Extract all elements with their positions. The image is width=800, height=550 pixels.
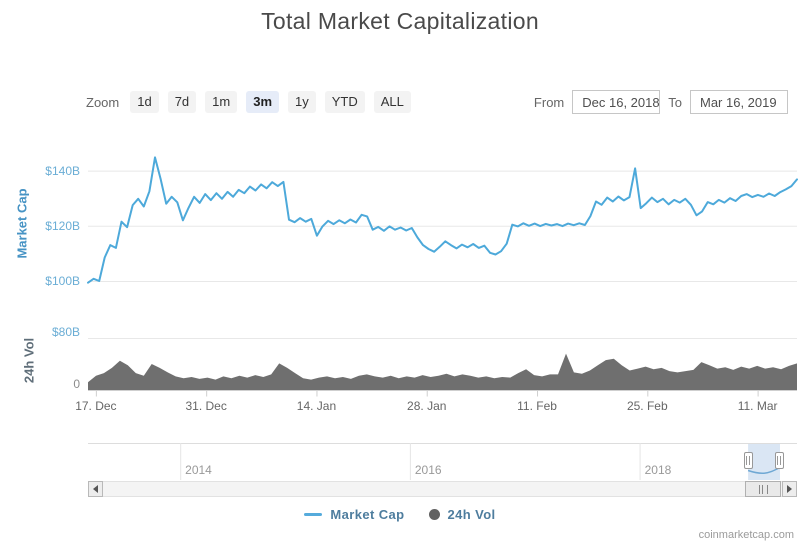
zoom-button-1y[interactable]: 1y <box>288 91 316 113</box>
zoom-button-ytd[interactable]: YTD <box>324 91 365 113</box>
y-tick-label: $100B <box>45 274 80 288</box>
to-date-input[interactable] <box>690 90 788 114</box>
scrollbar-right-arrow[interactable] <box>782 481 797 497</box>
x-tick-label: 11. Feb <box>517 399 557 413</box>
y-tick-label: $120B <box>45 218 80 233</box>
navigator-year-label: 2018 <box>644 463 672 477</box>
zoom-button-1d[interactable]: 1d <box>130 91 159 113</box>
right-arrow-icon <box>787 485 792 493</box>
navigator-year-label: 2016 <box>414 463 442 477</box>
line-marker-icon <box>304 513 323 516</box>
legend-item-24h-vol[interactable]: 24h Vol <box>428 507 496 522</box>
zoom-button-3m[interactable]: 3m <box>246 91 280 113</box>
scrollbar-left-arrow[interactable] <box>88 481 103 497</box>
navigator-right-handle[interactable] <box>775 452 785 469</box>
scrollbar-track[interactable] <box>88 481 797 497</box>
left-arrow-icon <box>93 485 98 493</box>
zoom-label: Zoom <box>86 94 120 110</box>
scrollbar-thumb[interactable] <box>745 481 781 497</box>
legend: Market Cap 24h Vol <box>0 507 800 522</box>
volume-series[interactable] <box>88 353 797 390</box>
x-tick-label: 11. Mar <box>737 399 778 413</box>
from-date-input[interactable] <box>572 90 661 114</box>
y-tick-label: $80B <box>51 325 80 339</box>
watermark: coinmarketcap.com <box>698 529 794 541</box>
yaxis-title-24h-vol: 24h Vol <box>21 337 37 384</box>
legend-item-label: 24h Vol <box>447 507 496 522</box>
page-title: Total Market Capitalization <box>261 8 539 34</box>
from-label: From <box>533 94 565 110</box>
zoom-buttons: 1d 7d 1m 3m 1y YTD ALL <box>130 91 411 113</box>
navigator-selection-mask[interactable] <box>748 444 780 480</box>
x-tick-label: 28. Jan <box>407 399 447 413</box>
navigator-series-line <box>747 466 781 475</box>
zoom-button-1m[interactable]: 1m <box>205 91 238 113</box>
to-label: To <box>668 94 682 110</box>
legend-item-market-cap[interactable]: Market Cap <box>304 507 404 522</box>
navigator-year-label: 2014 <box>185 463 212 477</box>
x-tick-label: 25. Feb <box>626 399 668 413</box>
x-tick-label: 17. Dec <box>75 399 117 413</box>
zoom-button-all[interactable]: ALL <box>373 91 411 113</box>
zoom-button-group: Zoom 1d 7d 1m 3m 1y YTD ALL <box>86 91 411 113</box>
y-tick-label: $140B <box>45 163 80 178</box>
date-range-group: From To <box>534 90 788 114</box>
thumb-grip-icon <box>758 484 768 494</box>
toolbar: Zoom 1d 7d 1m 3m 1y YTD ALL From To <box>86 90 788 114</box>
y-tick-label: 0 <box>73 377 80 391</box>
legend-item-label: Market Cap <box>330 507 405 522</box>
x-tick-label: 31. Dec <box>185 399 227 413</box>
market-cap-line-series[interactable] <box>87 156 798 284</box>
circle-marker-icon <box>428 509 440 520</box>
yaxis-title-market-cap: Market Cap <box>14 188 30 259</box>
navigator-left-handle[interactable] <box>743 452 753 469</box>
zoom-button-7d[interactable]: 7d <box>167 91 197 113</box>
x-tick-label: 14. Jan <box>296 399 337 413</box>
